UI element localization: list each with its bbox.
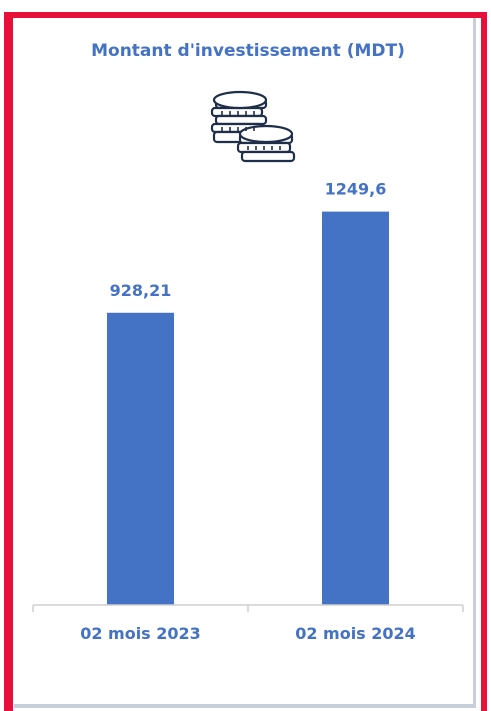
chart-title: Montant d'investissement (MDT) bbox=[91, 41, 405, 61]
coins-stack-icon bbox=[210, 90, 296, 163]
x-tick-label: 02 mois 2024 bbox=[295, 624, 416, 643]
red-border bbox=[4, 12, 487, 711]
data-label: 1249,6 bbox=[325, 180, 387, 199]
x-tick-label: 02 mois 2023 bbox=[80, 624, 201, 643]
bars-layer bbox=[107, 211, 389, 605]
labels-layer: 928,21 02 mois 2023 1249,6 02 mois 2024 bbox=[80, 180, 416, 643]
bar bbox=[107, 312, 174, 605]
bar bbox=[322, 211, 389, 605]
data-label: 928,21 bbox=[110, 281, 172, 300]
x-axis-ticks bbox=[32, 605, 464, 612]
